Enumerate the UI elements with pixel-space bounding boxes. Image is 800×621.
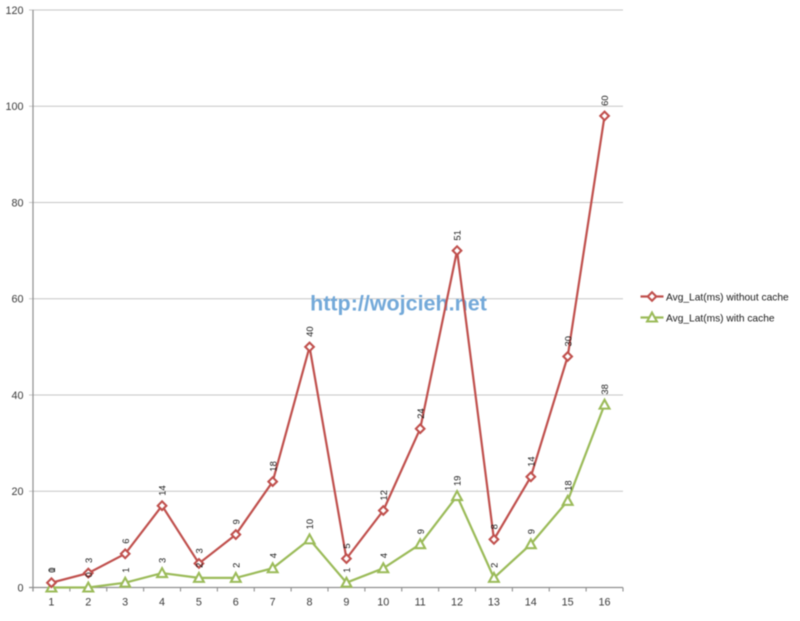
- svg-text:5: 5: [196, 597, 202, 609]
- svg-text:0: 0: [17, 582, 23, 594]
- svg-text:11: 11: [415, 597, 426, 609]
- svg-text:2: 2: [194, 563, 205, 568]
- svg-text:9: 9: [230, 519, 241, 524]
- svg-text:4: 4: [159, 597, 165, 609]
- svg-text:2: 2: [489, 563, 500, 568]
- svg-text:24: 24: [415, 408, 426, 418]
- svg-text:20: 20: [11, 486, 23, 498]
- svg-text:14: 14: [525, 456, 536, 466]
- svg-text:100: 100: [5, 101, 23, 113]
- svg-text:3: 3: [194, 548, 205, 553]
- svg-text:http://wojcieh.net: http://wojcieh.net: [310, 292, 487, 316]
- svg-text:9: 9: [525, 529, 536, 534]
- svg-text:13: 13: [488, 597, 500, 609]
- svg-text:12: 12: [378, 490, 389, 500]
- svg-text:10: 10: [377, 597, 389, 609]
- svg-text:38: 38: [599, 384, 610, 394]
- svg-text:60: 60: [11, 294, 23, 306]
- svg-text:6: 6: [233, 597, 239, 609]
- svg-text:1: 1: [120, 567, 131, 572]
- svg-text:9: 9: [343, 597, 349, 609]
- svg-text:14: 14: [525, 597, 537, 609]
- svg-text:51: 51: [452, 230, 463, 240]
- svg-text:40: 40: [304, 326, 315, 336]
- svg-text:0: 0: [46, 567, 57, 572]
- svg-text:80: 80: [11, 197, 23, 209]
- svg-text:6: 6: [120, 539, 131, 544]
- svg-text:1: 1: [341, 567, 352, 572]
- svg-text:18: 18: [562, 480, 573, 490]
- svg-text:1: 1: [46, 567, 57, 572]
- svg-text:60: 60: [599, 95, 610, 105]
- svg-text:7: 7: [270, 597, 276, 609]
- svg-text:9: 9: [415, 529, 426, 534]
- svg-text:4: 4: [378, 553, 389, 558]
- svg-text:8: 8: [489, 524, 500, 529]
- svg-text:120: 120: [5, 5, 23, 17]
- svg-text:Avg_Lat(ms) with cache: Avg_Lat(ms) with cache: [666, 313, 775, 324]
- svg-text:16: 16: [599, 597, 611, 609]
- svg-text:19: 19: [452, 476, 463, 486]
- svg-text:3: 3: [122, 597, 128, 609]
- svg-text:15: 15: [562, 597, 574, 609]
- svg-text:30: 30: [562, 336, 573, 346]
- svg-text:2: 2: [230, 563, 241, 568]
- svg-text:8: 8: [307, 597, 313, 609]
- svg-text:2: 2: [85, 597, 91, 609]
- svg-text:18: 18: [267, 461, 278, 471]
- svg-text:1: 1: [48, 597, 54, 609]
- svg-text:40: 40: [11, 390, 23, 402]
- svg-text:3: 3: [157, 558, 168, 563]
- svg-text:14: 14: [157, 485, 168, 495]
- svg-text:10: 10: [304, 519, 315, 529]
- svg-text:5: 5: [341, 543, 352, 548]
- svg-text:Avg_Lat(ms) without cache: Avg_Lat(ms) without cache: [666, 292, 789, 303]
- svg-text:3: 3: [83, 558, 94, 563]
- svg-text:4: 4: [267, 553, 278, 558]
- svg-text:0: 0: [83, 572, 94, 577]
- svg-text:12: 12: [451, 597, 463, 609]
